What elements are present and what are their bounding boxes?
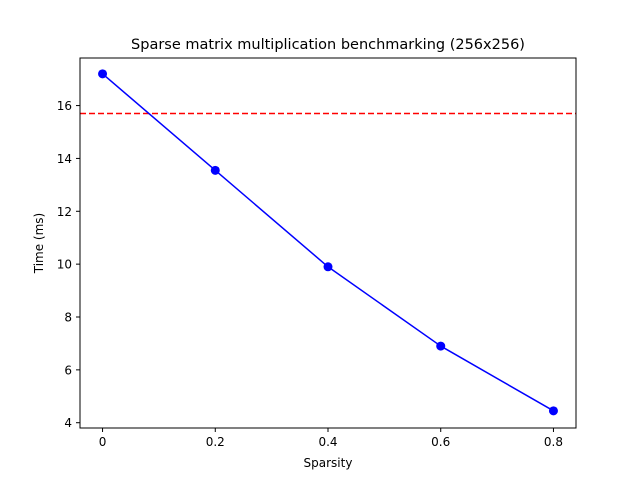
x-tick-label: 0 — [99, 435, 107, 449]
y-axis: 4 6 8 10 12 14 16 — [57, 99, 80, 430]
y-tick-label: 12 — [57, 205, 72, 219]
x-tick-label: 0.6 — [431, 435, 450, 449]
x-tick-label: 0.4 — [318, 435, 337, 449]
y-tick-label: 6 — [64, 363, 72, 377]
y-tick-label: 10 — [57, 258, 72, 272]
chart-title: Sparse matrix multiplication benchmarkin… — [131, 37, 525, 53]
x-axis: 0 0.2 0.4 0.6 0.8 — [99, 428, 563, 449]
x-tick-label: 0.2 — [206, 435, 225, 449]
plot-area — [80, 69, 576, 416]
data-point — [323, 262, 333, 272]
y-tick-label: 14 — [57, 152, 72, 166]
data-point — [210, 165, 220, 175]
y-tick-label: 16 — [57, 99, 72, 113]
y-tick-label: 4 — [64, 416, 72, 430]
y-tick-label: 8 — [64, 311, 72, 325]
data-point — [548, 406, 558, 416]
y-axis-label: Time (ms) — [32, 213, 46, 275]
data-point — [436, 341, 446, 351]
x-axis-label: Sparsity — [304, 456, 353, 470]
data-point — [98, 69, 108, 79]
x-tick-label: 0.8 — [544, 435, 563, 449]
